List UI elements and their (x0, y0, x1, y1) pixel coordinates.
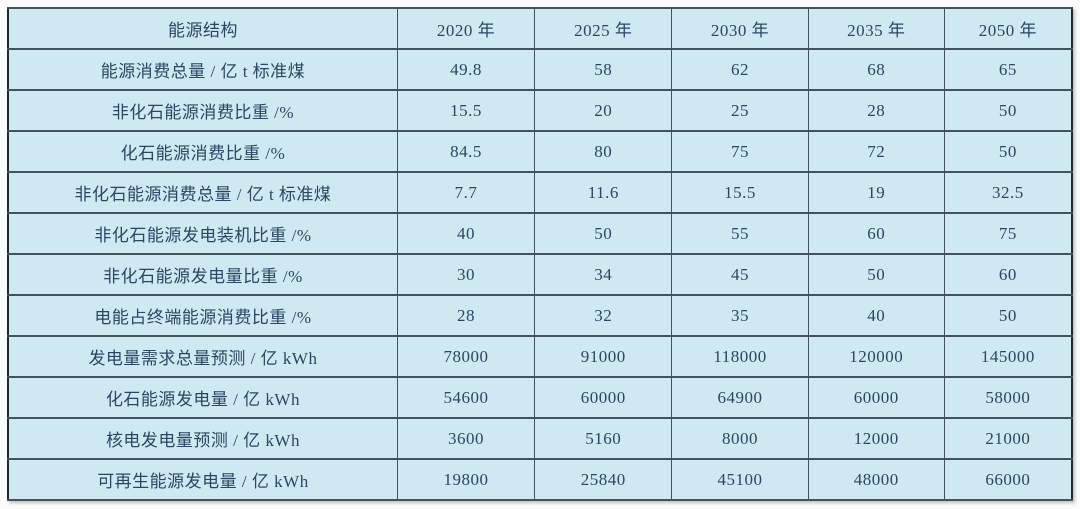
value-cell: 45100 (671, 458, 809, 501)
table-row: 能源消费总量 / 亿 t 标准煤 49.8 58 62 68 65 (7, 48, 1073, 91)
header-row: 能源结构 2020 年 2025 年 2030 年 2035 年 2050 年 (7, 7, 1073, 50)
value-cell: 15.5 (396, 89, 536, 132)
value-cell: 145000 (943, 335, 1073, 378)
col-header-energy-structure: 能源结构 (7, 7, 398, 50)
value-cell: 50 (943, 130, 1073, 173)
value-cell: 78000 (396, 335, 536, 378)
value-cell: 28 (396, 294, 536, 337)
value-cell: 15.5 (671, 171, 809, 214)
value-cell: 54600 (396, 376, 536, 419)
table-row: 化石能源发电量 / 亿 kWh 54600 60000 64900 60000 58000 (7, 376, 1073, 419)
value-cell: 12000 (807, 417, 945, 460)
row-label-cell: 化石能源消费比重 /% (7, 130, 398, 173)
value-cell: 50 (534, 212, 673, 255)
table-row: 化石能源消费比重 /% 84.5 80 75 72 50 (7, 130, 1073, 173)
table-body: 能源消费总量 / 亿 t 标准煤 49.8 58 62 68 65 非化石能源消费比重 /%… (7, 48, 1073, 501)
value-cell: 11.6 (534, 171, 673, 214)
col-header-year-2035: 2035 年 (807, 7, 945, 50)
table-row: 发电量需求总量预测 / 亿 kWh 78000 91000 118000 120000 1… (7, 335, 1073, 378)
table-row: 可再生能源发电量 / 亿 kWh 19800 25840 45100 48000 6600… (7, 458, 1073, 501)
value-cell: 19 (807, 171, 945, 214)
value-cell: 80 (534, 130, 673, 173)
row-label-cell: 非化石能源消费比重 /% (7, 89, 398, 132)
value-cell: 19800 (396, 458, 536, 501)
value-cell: 7.7 (396, 171, 536, 214)
value-cell: 28 (807, 89, 945, 132)
value-cell: 21000 (943, 417, 1073, 460)
value-cell: 32.5 (943, 171, 1073, 214)
table-row: 非化石能源消费比重 /% 15.5 20 25 28 50 (7, 89, 1073, 132)
col-header-year-2020: 2020 年 (396, 7, 536, 50)
value-cell: 49.8 (396, 48, 536, 91)
row-label-cell: 能源消费总量 / 亿 t 标准煤 (7, 48, 398, 91)
col-header-year-2050: 2050 年 (943, 7, 1073, 50)
value-cell: 58 (534, 48, 673, 91)
row-label-cell: 非化石能源消费总量 / 亿 t 标准煤 (7, 171, 398, 214)
row-label-cell: 非化石能源发电装机比重 /% (7, 212, 398, 255)
col-header-year-2030: 2030 年 (671, 7, 809, 50)
value-cell: 60000 (807, 376, 945, 419)
value-cell: 91000 (534, 335, 673, 378)
table-row: 非化石能源消费总量 / 亿 t 标准煤 7.7 11.6 15.5 19 32.5 (7, 171, 1073, 214)
value-cell: 20 (534, 89, 673, 132)
value-cell: 5160 (534, 417, 673, 460)
row-label-cell: 发电量需求总量预测 / 亿 kWh (7, 335, 398, 378)
row-label-cell: 电能占终端能源消费比重 /% (7, 294, 398, 337)
value-cell: 45 (671, 253, 809, 296)
value-cell: 50 (807, 253, 945, 296)
table-row: 非化石能源发电装机比重 /% 40 50 55 60 75 (7, 212, 1073, 255)
row-label-cell: 化石能源发电量 / 亿 kWh (7, 376, 398, 419)
value-cell: 68 (807, 48, 945, 91)
value-cell: 60 (807, 212, 945, 255)
value-cell: 72 (807, 130, 945, 173)
value-cell: 48000 (807, 458, 945, 501)
energy-structure-table: 能源结构 2020 年 2025 年 2030 年 2035 年 2050 年 … (7, 7, 1073, 501)
value-cell: 32 (534, 294, 673, 337)
value-cell: 58000 (943, 376, 1073, 419)
value-cell: 62 (671, 48, 809, 91)
value-cell: 118000 (671, 335, 809, 378)
value-cell: 50 (943, 89, 1073, 132)
value-cell: 34 (534, 253, 673, 296)
value-cell: 120000 (807, 335, 945, 378)
table-row: 核电发电量预测 / 亿 kWh 3600 5160 8000 12000 21000 (7, 417, 1073, 460)
value-cell: 8000 (671, 417, 809, 460)
value-cell: 50 (943, 294, 1073, 337)
value-cell: 55 (671, 212, 809, 255)
row-label-cell: 非化石能源发电量比重 /% (7, 253, 398, 296)
table-row: 电能占终端能源消费比重 /% 28 32 35 40 50 (7, 294, 1073, 337)
value-cell: 64900 (671, 376, 809, 419)
value-cell: 66000 (943, 458, 1073, 501)
value-cell: 40 (807, 294, 945, 337)
col-header-year-2025: 2025 年 (534, 7, 673, 50)
value-cell: 75 (671, 130, 809, 173)
value-cell: 65 (943, 48, 1073, 91)
value-cell: 25 (671, 89, 809, 132)
value-cell: 40 (396, 212, 536, 255)
value-cell: 60 (943, 253, 1073, 296)
table-row: 非化石能源发电量比重 /% 30 34 45 50 60 (7, 253, 1073, 296)
row-label-cell: 核电发电量预测 / 亿 kWh (7, 417, 398, 460)
value-cell: 60000 (534, 376, 673, 419)
value-cell: 75 (943, 212, 1073, 255)
row-label-cell: 可再生能源发电量 / 亿 kWh (7, 458, 398, 501)
value-cell: 25840 (534, 458, 673, 501)
value-cell: 35 (671, 294, 809, 337)
value-cell: 3600 (396, 417, 536, 460)
value-cell: 84.5 (396, 130, 536, 173)
value-cell: 30 (396, 253, 536, 296)
